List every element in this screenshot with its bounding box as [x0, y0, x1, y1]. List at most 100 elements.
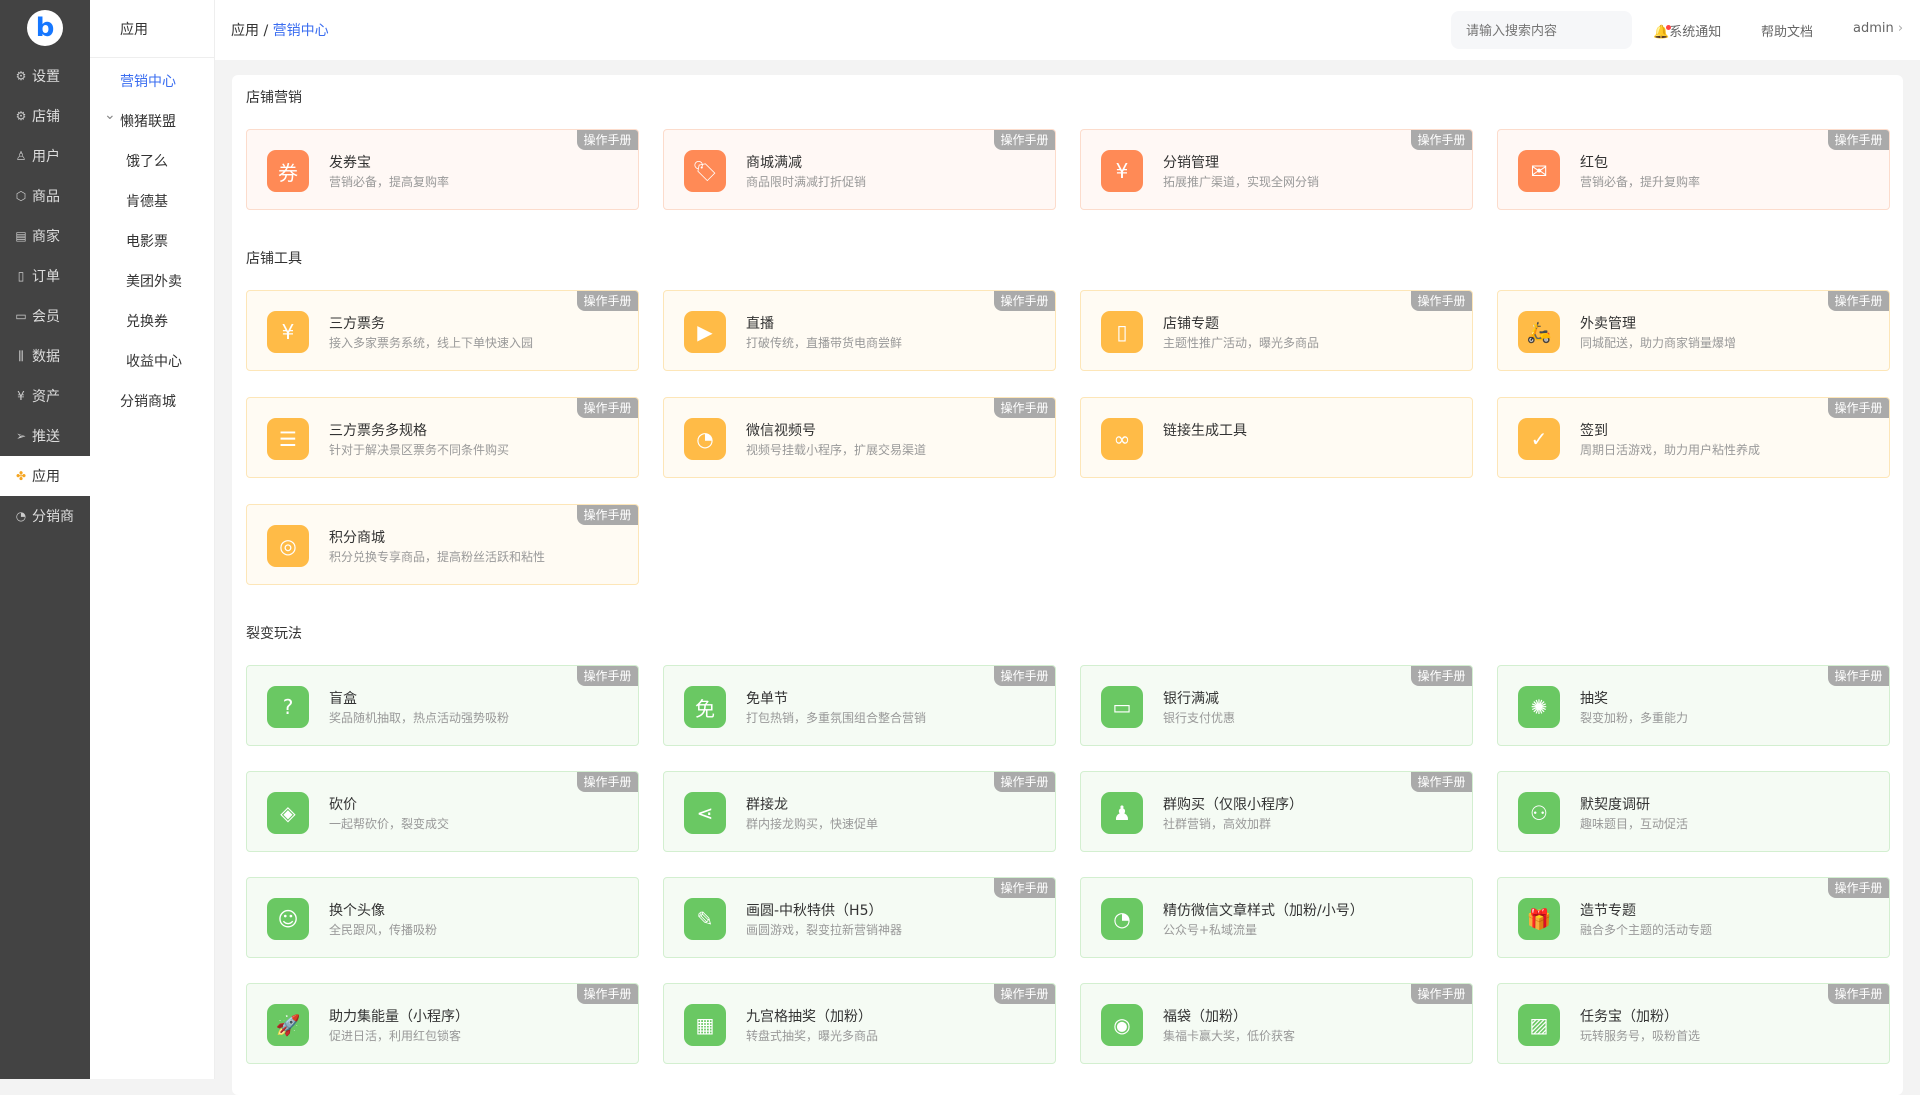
app-card[interactable]: ▶ 直播 打破传统，直播带货电商尝鲜 操作手册: [663, 290, 1056, 371]
manual-button[interactable]: 操作手册: [994, 984, 1055, 1004]
manual-button[interactable]: 操作手册: [577, 398, 638, 418]
sidebar-item-11[interactable]: ◔ 分销商: [0, 496, 90, 536]
sidebar-item-1[interactable]: ⚙ 店铺: [0, 96, 90, 136]
manual-button[interactable]: 操作手册: [1411, 772, 1472, 792]
app-card[interactable]: ✓ 签到 周期日活游戏，助力用户粘性养成 操作手册: [1497, 397, 1890, 478]
sidebar-item-label: 设置: [32, 69, 60, 85]
app-card[interactable]: 🚀 助力集能量（小程序） 促进日活，利用红包锁客 操作手册: [246, 983, 639, 1064]
app-card[interactable]: 🛵 外卖管理 同城配送，助力商家销量爆增 操作手册: [1497, 290, 1890, 371]
subnav-item-1[interactable]: ⌄ 懒猪联盟: [104, 107, 176, 131]
tickets-icon: ☰: [267, 418, 309, 460]
sidebar-item-7[interactable]: ⫼ 数据: [0, 336, 90, 376]
manual-button[interactable]: 操作手册: [1828, 878, 1889, 898]
app-card[interactable]: ✉ 红包 营销必备，提升复购率 操作手册: [1497, 129, 1890, 210]
app-card[interactable]: ◔ 微信视频号 视频号挂载小程序，扩展交易渠道 操作手册: [663, 397, 1056, 478]
app-card[interactable]: ▨ 任务宝（加粉） 玩转服务号，吸粉首选 操作手册: [1497, 983, 1890, 1064]
sub-sidebar: 应用 营销中心 ⌄ 懒猪联盟 饿了么 肯德基 电影票 美团外卖 兑换券 收益中心 分销商城: [90, 0, 215, 1079]
app-card[interactable]: ◎ 积分商城 积分兑换专享商品，提高粉丝活跃和粘性 操作手册: [246, 504, 639, 585]
app-card[interactable]: ✺ 抽奖 裂变加粉，多重能力 操作手册: [1497, 665, 1890, 746]
subnav-item-8[interactable]: 分销商城: [120, 391, 176, 411]
app-card-desc: 一起帮砍价，裂变成交: [329, 817, 450, 831]
app-card-desc: 奖品随机抽取，热点活动强势吸粉: [329, 711, 510, 725]
app-card[interactable]: 免 免单节 打包热销，多重氛围组合整合营销 操作手册: [663, 665, 1056, 746]
free-jar-icon: 免: [684, 686, 726, 728]
app-card[interactable]: ☰ 三方票务多规格 针对于解决景区票务不同条件购买 操作手册: [246, 397, 639, 478]
app-card[interactable]: 券 发券宝 营销必备，提高复购率 操作手册: [246, 129, 639, 210]
app-card[interactable]: ¥ 三方票务 接入多家票务系统，线上下单快速入园 操作手册: [246, 290, 639, 371]
app-card[interactable]: ◔ 精仿微信文章样式（加粉/小号） 公众号+私域流量: [1080, 877, 1473, 958]
logo[interactable]: b: [27, 10, 63, 46]
manual-button[interactable]: 操作手册: [577, 772, 638, 792]
manual-button[interactable]: 操作手册: [1411, 984, 1472, 1004]
app-card[interactable]: 🏷 商城满减 商品限时满减打折促销 操作手册: [663, 129, 1056, 210]
app-card-desc: 周期日活游戏，助力用户粘性养成: [1580, 443, 1761, 457]
manual-button[interactable]: 操作手册: [1828, 984, 1889, 1004]
app-card-title: 发券宝: [329, 155, 371, 171]
sidebar-item-4[interactable]: ▤ 商家: [0, 216, 90, 256]
manual-button[interactable]: 操作手册: [994, 878, 1055, 898]
subnav-item-5[interactable]: 美团外卖: [126, 271, 182, 291]
app-card[interactable]: ▯ 店铺专题 主题性推广活动，曝光多商品 操作手册: [1080, 290, 1473, 371]
manual-button[interactable]: 操作手册: [994, 398, 1055, 418]
sidebar-item-9[interactable]: ➢ 推送: [0, 416, 90, 456]
manual-button[interactable]: 操作手册: [577, 291, 638, 311]
search-input[interactable]: [1451, 11, 1632, 49]
app-card[interactable]: ◉ 福袋（加粉） 集福卡赢大奖，低价获客 操作手册: [1080, 983, 1473, 1064]
app-card-desc: 营销必备，提升复购率: [1580, 175, 1701, 189]
app-card[interactable]: ☺ 换个头像 全民跟风，传播吸粉: [246, 877, 639, 958]
app-card[interactable]: ◈ 砍价 一起帮砍价，裂变成交 操作手册: [246, 771, 639, 852]
manual-button[interactable]: 操作手册: [1411, 291, 1472, 311]
manual-button[interactable]: 操作手册: [994, 130, 1055, 150]
manual-button[interactable]: 操作手册: [577, 984, 638, 1004]
app-card[interactable]: ¥ 分销管理 拓展推广渠道，实现全网分销 操作手册: [1080, 129, 1473, 210]
manual-button[interactable]: 操作手册: [1828, 130, 1889, 150]
app-card[interactable]: ✎ 画圆-中秋特供（H5） 画圆游戏，裂变拉新营销神器 操作手册: [663, 877, 1056, 958]
app-card[interactable]: ♟ 群购买（仅限小程序） 社群营销，高效加群 操作手册: [1080, 771, 1473, 852]
app-card[interactable]: ⚇ 默契度调研 趣味题目，互动促活: [1497, 771, 1890, 852]
manual-button[interactable]: 操作手册: [1411, 130, 1472, 150]
manual-button[interactable]: 操作手册: [1828, 398, 1889, 418]
sidebar-item-2[interactable]: ♙ 用户: [0, 136, 90, 176]
app-card-title: 换个头像: [329, 903, 385, 919]
sidebar-item-3[interactable]: ⬡ 商品: [0, 176, 90, 216]
system-notification-link[interactable]: 🔔 系统通知: [1653, 21, 1721, 40]
app-card[interactable]: 🎁 造节专题 融合多个主题的活动专题 操作手册: [1497, 877, 1890, 958]
app-card[interactable]: ▦ 九宫格抽奖（加粉） 转盘式抽奖，曝光多商品 操作手册: [663, 983, 1056, 1064]
link-icon: ∞: [1101, 418, 1143, 460]
subnav-item-label: 收益中心: [126, 354, 182, 370]
manual-button[interactable]: 操作手册: [577, 505, 638, 525]
user-menu[interactable]: admin ›: [1853, 21, 1903, 36]
manual-button[interactable]: 操作手册: [1411, 666, 1472, 686]
help-docs-link[interactable]: 帮助文档: [1761, 25, 1814, 40]
app-card[interactable]: ∞ 链接生成工具: [1080, 397, 1473, 478]
subnav-item-2[interactable]: 饿了么: [126, 151, 168, 171]
user-icon: ♙: [15, 149, 27, 163]
manual-button[interactable]: 操作手册: [1828, 666, 1889, 686]
sidebar-item-0[interactable]: ⚙ 设置: [0, 56, 90, 96]
sidebar-item-8[interactable]: ¥ 资产: [0, 376, 90, 416]
manual-button[interactable]: 操作手册: [994, 666, 1055, 686]
app-card-desc: 社群营销，高效加群: [1163, 817, 1272, 831]
breadcrumb-root[interactable]: 应用: [231, 23, 259, 39]
manual-button[interactable]: 操作手册: [994, 291, 1055, 311]
section-0: 店铺营销券 发券宝 营销必备，提高复购率 操作手册 🏷 商城满减 商品限时满减打折促销 操作手…: [246, 88, 1903, 210]
manual-button[interactable]: 操作手册: [1828, 291, 1889, 311]
sidebar-item-5[interactable]: ▯ 订单: [0, 256, 90, 296]
manual-button[interactable]: 操作手册: [994, 772, 1055, 792]
app-card[interactable]: ⋖ 群接龙 群内接龙购买，快速促单 操作手册: [663, 771, 1056, 852]
subnav-item-6[interactable]: 兑换券: [126, 311, 168, 331]
sidebar-item-label: 商品: [32, 189, 60, 205]
breadcrumb-current: 营销中心: [272, 23, 329, 39]
app-card[interactable]: ▭ 银行满减 银行支付优惠 操作手册: [1080, 665, 1473, 746]
app-card-title: 盲盒: [329, 691, 357, 707]
manual-button[interactable]: 操作手册: [577, 666, 638, 686]
subnav-item-3[interactable]: 肯德基: [126, 191, 168, 211]
app-card[interactable]: ? 盲盒 奖品随机抽取，热点活动强势吸粉 操作手册: [246, 665, 639, 746]
sidebar-item-10[interactable]: ✤ 应用: [0, 456, 90, 496]
subnav-item-7[interactable]: 收益中心: [126, 351, 182, 371]
sidebar-item-6[interactable]: ▭ 会员: [0, 296, 90, 336]
card-icon: ▭: [15, 309, 27, 323]
subnav-item-4[interactable]: 电影票: [126, 231, 168, 251]
subnav-item-0[interactable]: 营销中心: [120, 71, 176, 91]
manual-button[interactable]: 操作手册: [577, 130, 638, 150]
